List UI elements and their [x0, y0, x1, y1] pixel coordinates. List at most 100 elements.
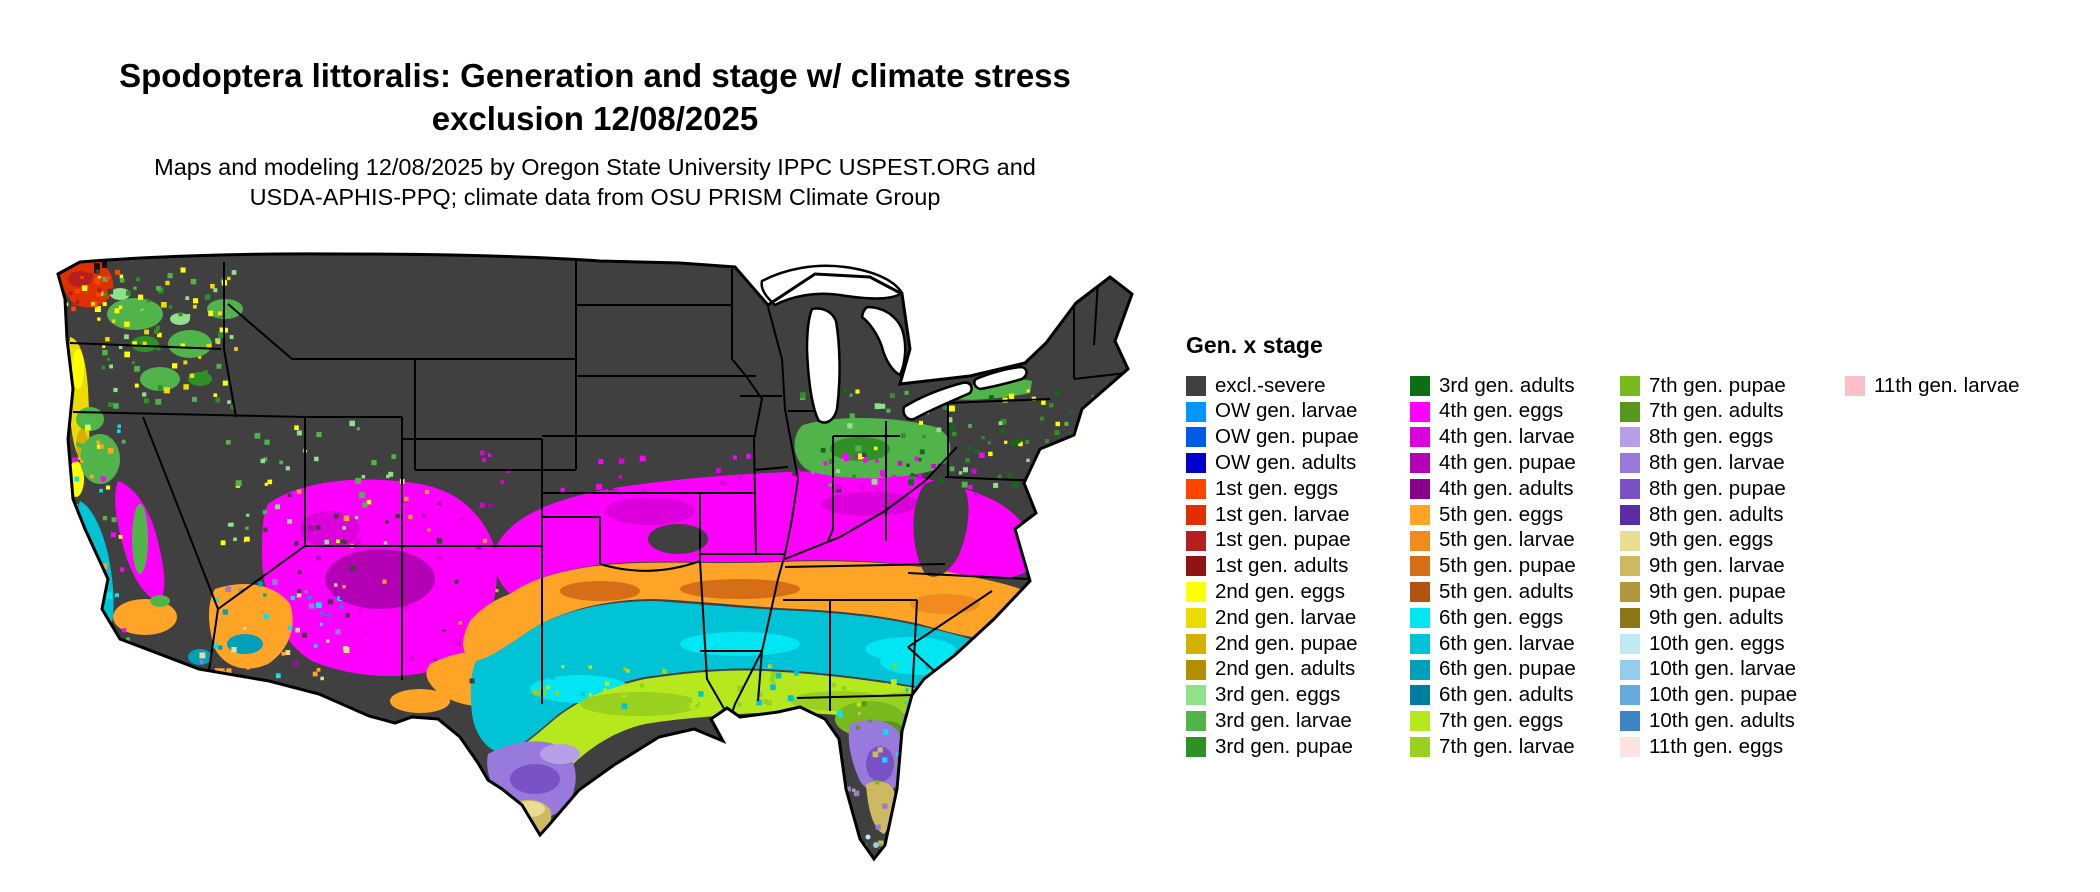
legend-swatch — [1410, 685, 1430, 706]
legend-label: OW gen. larvae — [1215, 399, 1358, 423]
legend-label: 6th gen. adults — [1439, 683, 1574, 707]
legend-item: 7th gen. adults — [1620, 399, 1797, 425]
region-gray-overlays — [648, 479, 969, 577]
legend-label: 7th gen. larvae — [1439, 734, 1575, 758]
legend-swatch — [1410, 711, 1430, 732]
legend-item: 10th gen. adults — [1620, 708, 1797, 734]
us-map — [56, 252, 1134, 862]
legend-item: 4th gen. eggs — [1410, 399, 1576, 425]
legend-item: 4th gen. larvae — [1410, 425, 1576, 451]
legend-label: 4th gen. larvae — [1439, 425, 1575, 449]
lake-ontario — [973, 365, 1028, 391]
legend-label: 3rd gen. adults — [1439, 373, 1575, 397]
legend-swatch — [1186, 633, 1206, 654]
map-title-line1: Spodoptera littoralis: Generation and st… — [119, 57, 1071, 94]
legend-label: 7th gen. adults — [1649, 399, 1784, 423]
legend-item: 9th gen. larvae — [1620, 554, 1797, 580]
legend-label: 3rd gen. larvae — [1215, 709, 1352, 732]
legend-item: 4th gen. adults — [1410, 476, 1576, 502]
legend-item: 3rd gen. larvae — [1186, 708, 1359, 734]
legend-swatch — [1186, 375, 1206, 396]
legend-label: 5th gen. pupae — [1439, 554, 1576, 578]
legend-item: 3rd gen. pupae — [1186, 734, 1359, 760]
legend-label: 6th gen. pupae — [1439, 657, 1576, 681]
lake-huron — [860, 305, 907, 377]
legend-item: OW gen. pupae — [1186, 425, 1359, 451]
legend-label: 1st gen. larvae — [1215, 502, 1350, 526]
legend-label: 3rd gen. eggs — [1215, 683, 1341, 707]
legend-swatch — [1186, 685, 1206, 706]
legend-label: 10th gen. larvae — [1649, 657, 1797, 681]
legend-column-4: 11th gen. larvae — [1845, 373, 2020, 399]
legend-swatch — [1620, 737, 1640, 758]
legend-label: 5th gen. adults — [1439, 580, 1574, 604]
us-outline — [56, 252, 1134, 862]
legend-swatch — [1410, 582, 1430, 603]
legend-label: 7th gen. pupae — [1649, 373, 1786, 397]
legend-label: 9th gen. larvae — [1649, 554, 1785, 578]
legend-item: 6th gen. larvae — [1410, 631, 1576, 657]
legend-item: 1st gen. pupae — [1186, 528, 1359, 554]
legend-item: 9th gen. adults — [1620, 605, 1797, 631]
legend-item: 2nd gen. larvae — [1186, 605, 1359, 631]
legend-label: 9th gen. eggs — [1649, 528, 1774, 552]
legend-item: 3rd gen. adults — [1410, 373, 1576, 399]
lake-erie — [902, 381, 973, 421]
legend-item: 10th gen. pupae — [1620, 683, 1797, 709]
legend-label: 2nd gen. adults — [1215, 657, 1356, 681]
map-subtitle: Maps and modeling 12/08/2025 by Oregon S… — [0, 153, 1190, 213]
legend-swatch — [1410, 427, 1430, 448]
lake-michigan — [805, 307, 841, 424]
legend-label: 2nd gen. pupae — [1215, 631, 1358, 655]
legend-label: 3rd gen. pupae — [1215, 734, 1353, 758]
legend-item: 11th gen. eggs — [1620, 734, 1797, 760]
legend-column-1: excl.-severe OW gen. larvae OW gen. pupa… — [1186, 373, 1359, 760]
legend-label: 11th gen. larvae — [1874, 373, 2020, 397]
legend-item: OW gen. adults — [1186, 450, 1359, 476]
legend-label: 10th gen. adults — [1649, 709, 1795, 732]
legend-item: 8th gen. pupae — [1620, 476, 1797, 502]
legend-swatch — [1186, 453, 1206, 474]
legend-label: OW gen. pupae — [1215, 425, 1359, 449]
legend-swatch — [1620, 479, 1640, 500]
legend-item: 2nd gen. adults — [1186, 657, 1359, 683]
legend-swatch — [1620, 375, 1640, 396]
legend-swatch — [1410, 453, 1430, 474]
legend-label: 5th gen. eggs — [1439, 502, 1564, 526]
legend-swatch — [1620, 556, 1640, 577]
legend-item: 9th gen. eggs — [1620, 528, 1797, 554]
legend-swatch — [1620, 608, 1640, 629]
legend-item: 6th gen. adults — [1410, 683, 1576, 709]
legend-label: 8th gen. larvae — [1649, 451, 1785, 475]
legend-swatch — [1410, 375, 1430, 396]
legend-label: 2nd gen. eggs — [1215, 580, 1345, 604]
legend-item: 4th gen. pupae — [1410, 450, 1576, 476]
legend-column-3: 7th gen. pupae 7th gen. adults 8th gen. … — [1620, 373, 1797, 760]
legend-label: 10th gen. pupae — [1649, 683, 1798, 707]
state-borders — [69, 259, 1127, 740]
legend-item: 1st gen. adults — [1186, 554, 1359, 580]
legend-label: 8th gen. eggs — [1649, 425, 1774, 449]
legend-label: excl.-severe — [1215, 373, 1326, 397]
legend-item: 2nd gen. pupae — [1186, 631, 1359, 657]
legend-column-2: 3rd gen. adults 4th gen. eggs 4th gen. l… — [1410, 373, 1576, 760]
legend-heading: Gen. x stage — [1186, 332, 1323, 358]
legend-swatch — [1410, 608, 1430, 629]
region-5th-gen-band — [113, 561, 1035, 713]
legend-label: 1st gen. adults — [1215, 554, 1349, 578]
legend-item: 7th gen. larvae — [1410, 734, 1576, 760]
legend-swatch — [1186, 504, 1206, 525]
legend-swatch — [1620, 659, 1640, 680]
legend-label: 5th gen. larvae — [1439, 528, 1575, 552]
legend-item: 9th gen. pupae — [1620, 579, 1797, 605]
legend-label: 1st gen. eggs — [1215, 476, 1339, 500]
map-subtitle-line2: USDA-APHIS-PPQ; climate data from OSU PR… — [249, 183, 941, 210]
legend-item: 10th gen. larvae — [1620, 657, 1797, 683]
legend-label: 6th gen. eggs — [1439, 605, 1564, 629]
legend-label: 1st gen. pupae — [1215, 528, 1351, 552]
legend-swatch — [1620, 711, 1640, 732]
legend-label: 4th gen. pupae — [1439, 451, 1576, 475]
legend-item: 3rd gen. eggs — [1186, 683, 1359, 709]
legend-label: 8th gen. adults — [1649, 502, 1784, 526]
legend-label: 8th gen. pupae — [1649, 476, 1786, 500]
